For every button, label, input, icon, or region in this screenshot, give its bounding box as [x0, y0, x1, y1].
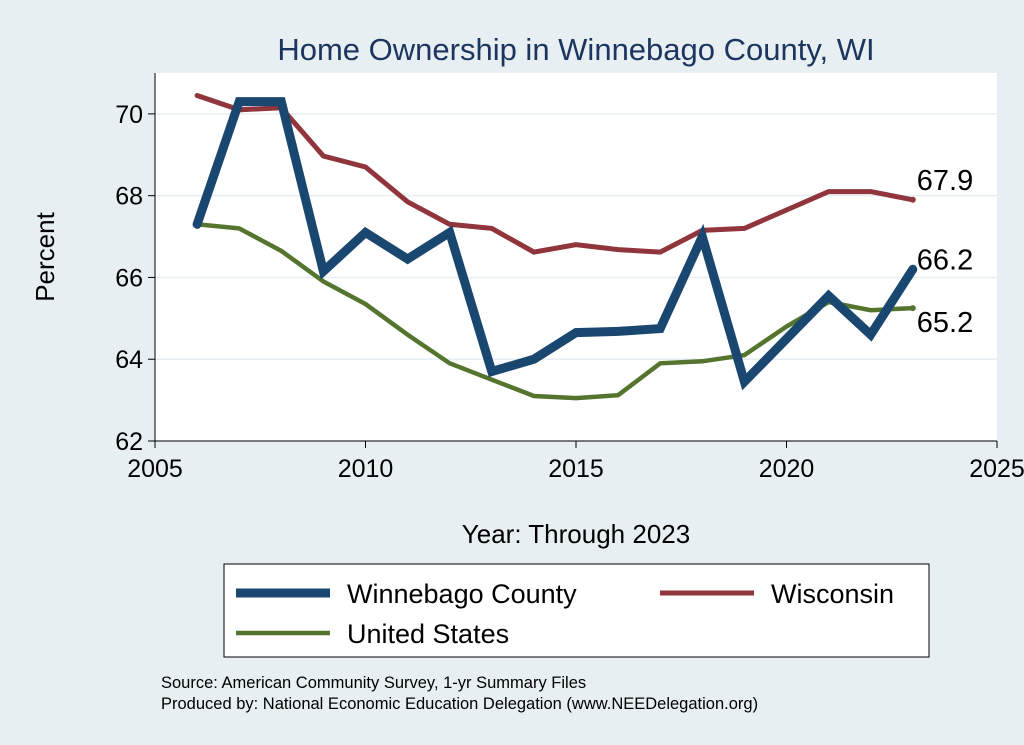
series-line-winnebago-county	[192, 97, 918, 391]
y-tick-label-62: 62	[115, 428, 143, 456]
x-tick-label-2015: 2015	[548, 455, 604, 483]
y-tick-label-64: 64	[115, 346, 143, 374]
x-axis-title: Year: Through 2023	[462, 519, 690, 549]
end-labels: 66.2 67.9 65.2	[917, 165, 973, 339]
chart-title: Home Ownership in Winnebago County, WI	[277, 32, 874, 67]
end-label-wisconsin: 67.9	[917, 165, 973, 197]
plot-area	[155, 73, 997, 441]
y-axis-title: Percent	[30, 211, 60, 301]
legend-label-wisconsin: Wisconsin	[771, 579, 894, 609]
legend-label-united-states: United States	[347, 619, 509, 649]
producer-note: Produced by: National Economic Education…	[161, 695, 758, 713]
series-end-point-winnebago-county	[909, 266, 916, 273]
series-line-wisconsin	[194, 93, 916, 255]
legend-entries: Winnebago County Wisconsin United States	[236, 579, 894, 649]
source-note: Source: American Community Survey, 1-yr …	[161, 674, 586, 692]
y-tick-label-70: 70	[115, 101, 143, 129]
y-tick-label-66: 66	[115, 264, 143, 292]
ticks: 62 64 66 68 70 2005 2010 2015 2020 2025	[115, 101, 1024, 483]
x-tick-label-2010: 2010	[338, 455, 394, 483]
end-label-united-states: 65.2	[917, 307, 973, 339]
series-lines	[192, 93, 918, 401]
x-tick-label-2005: 2005	[127, 455, 183, 483]
legend-label-winnebago-county: Winnebago County	[347, 579, 577, 609]
series-end-point-wisconsin	[909, 196, 916, 203]
x-tick-label-2020: 2020	[759, 455, 815, 483]
x-tick-label-2025: 2025	[969, 455, 1024, 483]
series-line-united-states	[194, 222, 916, 401]
end-label-winnebago-county: 66.2	[917, 244, 973, 276]
legend: Winnebago County Wisconsin United States	[223, 563, 930, 658]
legend-box	[223, 563, 930, 658]
y-tick-label-68: 68	[115, 183, 143, 211]
series-end-point-united-states	[909, 305, 916, 312]
